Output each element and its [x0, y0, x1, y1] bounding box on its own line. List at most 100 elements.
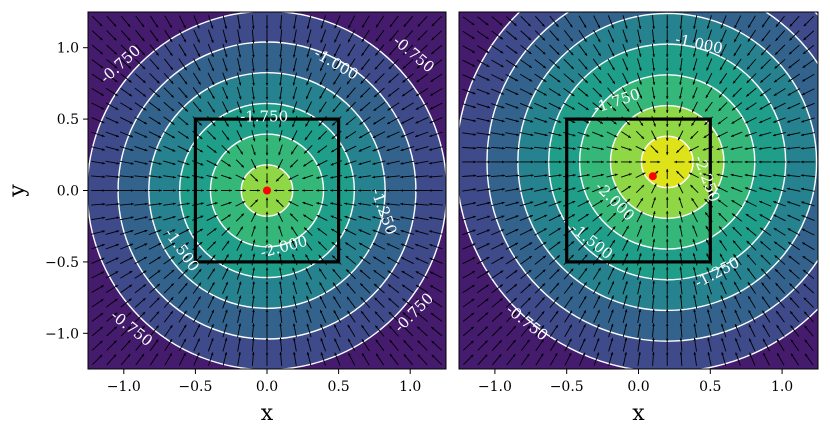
quiver-arrowhead	[212, 268, 215, 272]
quiver-arrowhead	[731, 187, 735, 190]
quiver-arrowhead	[430, 79, 434, 82]
quiver-arrowhead	[787, 201, 791, 204]
quiver-arrowhead	[400, 243, 404, 247]
quiver-arrowhead	[100, 313, 104, 316]
quiver-arrowhead	[186, 175, 190, 179]
quiver-arrowhead	[358, 175, 362, 179]
quiver-arrowhead	[130, 162, 134, 165]
quiver-arrowhead	[679, 224, 682, 228]
quiver-arrowhead	[530, 160, 534, 164]
quiver-arrowhead	[157, 256, 161, 260]
quiver-arrowhead	[731, 121, 735, 124]
quiver-arrowhead	[214, 202, 218, 205]
quiver-arrowhead	[238, 54, 242, 58]
quiver-arrowhead	[114, 285, 118, 288]
quiver-arrowhead	[372, 189, 375, 192]
quiver-arrowhead	[760, 241, 764, 245]
quiver-arrowhead	[252, 267, 255, 271]
quiver-arrowhead	[610, 323, 614, 327]
quiver-arrowhead	[130, 148, 134, 152]
quiver-arrowhead	[501, 119, 505, 123]
quiver-arrowhead	[665, 351, 669, 355]
quiver-arrowhead	[238, 337, 241, 341]
quiver-arrowhead	[388, 66, 392, 70]
quiver-arrowhead	[293, 26, 296, 30]
quiver-arrowhead	[544, 106, 548, 109]
minimum-marker	[648, 172, 657, 181]
quiver-arrowhead	[787, 106, 791, 109]
quiver-arrowhead	[693, 40, 696, 43]
quiver-arrowhead	[571, 107, 575, 110]
quiver-arrowhead	[155, 325, 159, 329]
quiver-arrowhead	[172, 202, 176, 206]
quiver-arrowhead	[417, 340, 421, 344]
quiver-arrowhead	[185, 135, 189, 139]
quiver-arrowhead	[485, 36, 489, 40]
quiver-arrowhead	[265, 253, 269, 257]
quiver-arrowhead	[317, 228, 321, 231]
quiver-arrowhead	[803, 269, 806, 273]
quiver-arrowhead	[720, 267, 723, 271]
quiver-arrowhead	[158, 162, 162, 165]
quiver-arrowhead	[759, 227, 763, 231]
quiver-arrowhead	[775, 24, 779, 27]
quiver-arrowhead	[657, 160, 661, 164]
quiver-arrowhead	[279, 68, 282, 72]
quiver-arrowhead	[570, 52, 574, 56]
quiver-arrowhead	[499, 22, 503, 26]
quiver-arrowhead	[279, 26, 283, 30]
quiver-arrowhead	[359, 269, 363, 273]
quiver-arrowhead	[331, 228, 335, 232]
quiver-arrowhead	[402, 93, 405, 97]
quiver-arrowhead	[789, 297, 793, 301]
quiver-arrowhead	[803, 23, 807, 27]
quiver-arrowhead	[558, 120, 562, 123]
quiver-arrowhead	[501, 215, 505, 218]
quiver-arrowhead	[501, 229, 505, 232]
quiver-arrowhead	[513, 325, 517, 329]
quiver-arrowhead	[238, 40, 241, 44]
quiver-arrowhead	[665, 138, 669, 141]
quiver-arrowhead	[142, 80, 146, 83]
quiver-arrowhead	[226, 254, 229, 258]
quiver-arrowhead	[186, 229, 190, 232]
quiver-arrowhead	[303, 214, 307, 218]
quiver-arrowhead	[773, 228, 777, 231]
quiver-arrowhead	[159, 189, 162, 192]
quiver-arrowhead	[114, 65, 118, 69]
quiver-arrowhead	[374, 283, 377, 287]
quiver-arrowhead	[599, 200, 603, 203]
quiver-arrowhead	[587, 160, 590, 164]
quiver-arrowhead	[803, 37, 807, 41]
quiver-arrowhead	[306, 281, 309, 285]
quiver-arrowhead	[252, 281, 255, 285]
quiver-arrowhead	[472, 257, 476, 260]
quiver-arrowhead	[374, 94, 377, 98]
quiver-arrowhead	[431, 23, 435, 27]
quiver-arrowhead	[679, 54, 683, 58]
quiver-arrowhead	[502, 174, 505, 177]
quiver-arrowhead	[471, 285, 475, 288]
quiver-arrowhead	[802, 78, 806, 82]
quiver-arrowhead	[183, 338, 186, 342]
quiver-arrowhead	[693, 337, 697, 341]
quiver-arrowhead	[290, 164, 293, 168]
quiver-arrowhead	[224, 323, 228, 327]
quiver-arrowhead	[183, 324, 187, 328]
quiver-arrowhead	[626, 212, 630, 216]
quiver-arrowhead	[541, 311, 545, 315]
quiver-arrowhead	[375, 339, 379, 343]
quiver-arrowhead	[200, 202, 204, 205]
quiver-arrowhead	[292, 295, 296, 299]
quiver-arrowhead	[472, 64, 476, 67]
quiver-arrowhead	[584, 38, 587, 42]
quiver-arrowhead	[735, 338, 738, 342]
quiver-arrowhead	[265, 138, 269, 142]
quiver-arrowhead	[470, 340, 474, 344]
quiver-arrowhead	[100, 285, 104, 288]
quiver-arrowhead	[773, 120, 777, 123]
quiver-arrowhead	[679, 280, 683, 284]
quiver-arrowhead	[776, 310, 779, 314]
quiver-arrowhead	[639, 239, 642, 243]
quiver-arrowhead	[156, 297, 160, 301]
